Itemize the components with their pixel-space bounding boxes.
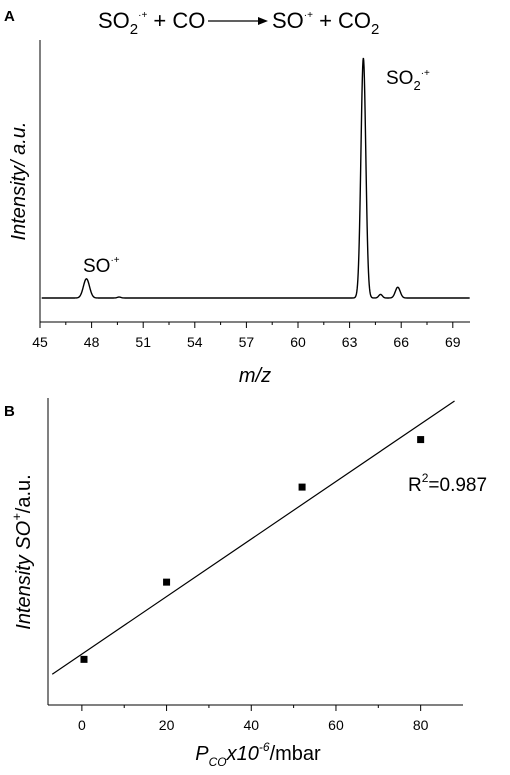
- peak-label-so: SO·+: [83, 255, 120, 277]
- panel-a-chart: SO2·+ + CO SO·+ + CO2 45 48 51 54 57 60 63 66 69…: [8, 8, 470, 387]
- panel-b-chart: 0 20 40 60 80 R2=0.987 Intensity SO+/a.u. PC…: [9, 398, 487, 769]
- panel-label-a: A: [4, 8, 15, 25]
- x-tick-label-a: 45: [32, 334, 48, 350]
- x-tick-label-a: 66: [393, 334, 409, 350]
- peak-label-so2: SO2·+: [386, 68, 430, 93]
- x-tick-label-b: 20: [159, 717, 175, 733]
- spectrum-line: [41, 57, 470, 299]
- reaction-arrow-head: [258, 17, 268, 25]
- data-point: [298, 483, 306, 491]
- reactant-so2: SO2·+ + CO: [98, 8, 205, 38]
- x-tick-label-a: 60: [290, 334, 306, 350]
- y-axis-label-b: Intensity SO+/a.u.: [9, 474, 35, 629]
- y-axis-label-a: Intensity/ a.u.: [8, 122, 30, 241]
- x-tick-label-a: 63: [342, 334, 358, 350]
- x-tick-label-b: 40: [243, 717, 259, 733]
- x-tick-label-b: 60: [328, 717, 344, 733]
- x-tick-label-b: 0: [78, 717, 86, 733]
- r-squared-label: R2=0.987: [408, 471, 487, 496]
- data-point: [80, 655, 88, 663]
- reaction-equation: SO2·+ + CO SO·+ + CO2: [98, 8, 379, 38]
- x-tick-label-a: 54: [187, 334, 203, 350]
- data-point: [417, 436, 425, 444]
- panel-label-b: B: [4, 403, 15, 420]
- x-tick-label-a: 48: [84, 334, 100, 350]
- x-tick-label-a: 69: [445, 334, 461, 350]
- fit-line: [51, 400, 455, 675]
- x-axis-label-b: PCOx10-6/mbar: [195, 740, 321, 769]
- product-so: SO·+ + CO2: [272, 8, 379, 38]
- x-tick-label-a: 51: [135, 334, 151, 350]
- data-point: [163, 578, 171, 586]
- x-tick-label-b: 80: [413, 717, 429, 733]
- x-axis-label-a: m/z: [239, 365, 271, 387]
- x-tick-label-a: 57: [239, 334, 255, 350]
